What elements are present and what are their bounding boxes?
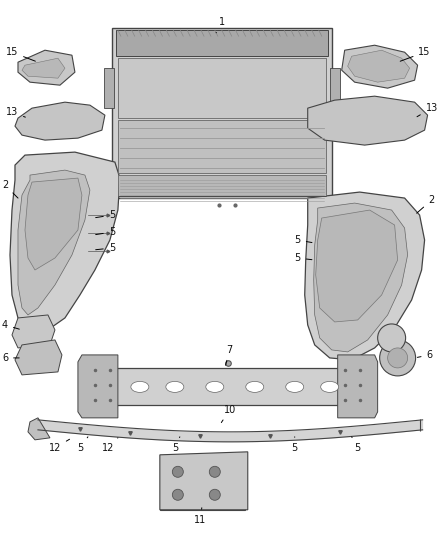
Text: 4: 4: [2, 320, 19, 330]
Polygon shape: [112, 28, 332, 198]
Text: 5: 5: [295, 253, 312, 263]
Circle shape: [388, 348, 408, 368]
Polygon shape: [305, 192, 424, 360]
Polygon shape: [28, 418, 50, 440]
Text: 6: 6: [417, 350, 433, 360]
Polygon shape: [15, 340, 62, 375]
Polygon shape: [160, 452, 248, 510]
Polygon shape: [25, 178, 82, 270]
Circle shape: [172, 489, 184, 500]
Polygon shape: [338, 355, 378, 418]
Polygon shape: [22, 58, 65, 78]
Ellipse shape: [321, 382, 339, 392]
Polygon shape: [118, 58, 326, 118]
Polygon shape: [78, 355, 118, 418]
Polygon shape: [330, 68, 340, 108]
Polygon shape: [104, 68, 114, 108]
Polygon shape: [10, 152, 120, 332]
Text: 5: 5: [95, 210, 115, 220]
Polygon shape: [12, 315, 55, 348]
Polygon shape: [15, 102, 105, 140]
Polygon shape: [160, 455, 245, 510]
Polygon shape: [348, 50, 410, 82]
Ellipse shape: [131, 382, 149, 392]
Circle shape: [378, 324, 406, 352]
Ellipse shape: [246, 382, 264, 392]
Polygon shape: [342, 45, 417, 88]
Text: 11: 11: [194, 508, 206, 525]
Text: 5: 5: [95, 243, 115, 253]
Polygon shape: [88, 368, 370, 405]
Text: 2: 2: [2, 180, 18, 198]
Ellipse shape: [286, 382, 304, 392]
Text: 15: 15: [400, 47, 431, 61]
Text: 5: 5: [292, 437, 298, 453]
Polygon shape: [18, 50, 75, 85]
Text: 5: 5: [172, 437, 180, 453]
Text: 10: 10: [221, 405, 236, 423]
Circle shape: [172, 466, 184, 478]
Polygon shape: [118, 175, 326, 196]
Ellipse shape: [206, 382, 224, 392]
Polygon shape: [18, 170, 90, 315]
Text: 5: 5: [95, 227, 115, 237]
Text: 2: 2: [417, 195, 435, 213]
Text: 12: 12: [102, 438, 118, 453]
Text: 15: 15: [6, 47, 35, 61]
Circle shape: [209, 489, 220, 500]
Circle shape: [209, 466, 220, 478]
Polygon shape: [316, 210, 398, 322]
Text: 5: 5: [352, 437, 361, 453]
Text: 1: 1: [216, 17, 225, 33]
Text: 5: 5: [77, 437, 88, 453]
Text: 13: 13: [417, 103, 438, 117]
Text: 7: 7: [226, 345, 233, 365]
Polygon shape: [314, 203, 408, 352]
Text: 12: 12: [49, 439, 70, 453]
Circle shape: [380, 340, 416, 376]
Polygon shape: [308, 96, 427, 145]
Text: 6: 6: [2, 353, 19, 363]
Text: 13: 13: [6, 107, 25, 117]
Ellipse shape: [166, 382, 184, 392]
Polygon shape: [118, 120, 326, 173]
Text: 5: 5: [295, 235, 312, 245]
Polygon shape: [116, 30, 328, 56]
